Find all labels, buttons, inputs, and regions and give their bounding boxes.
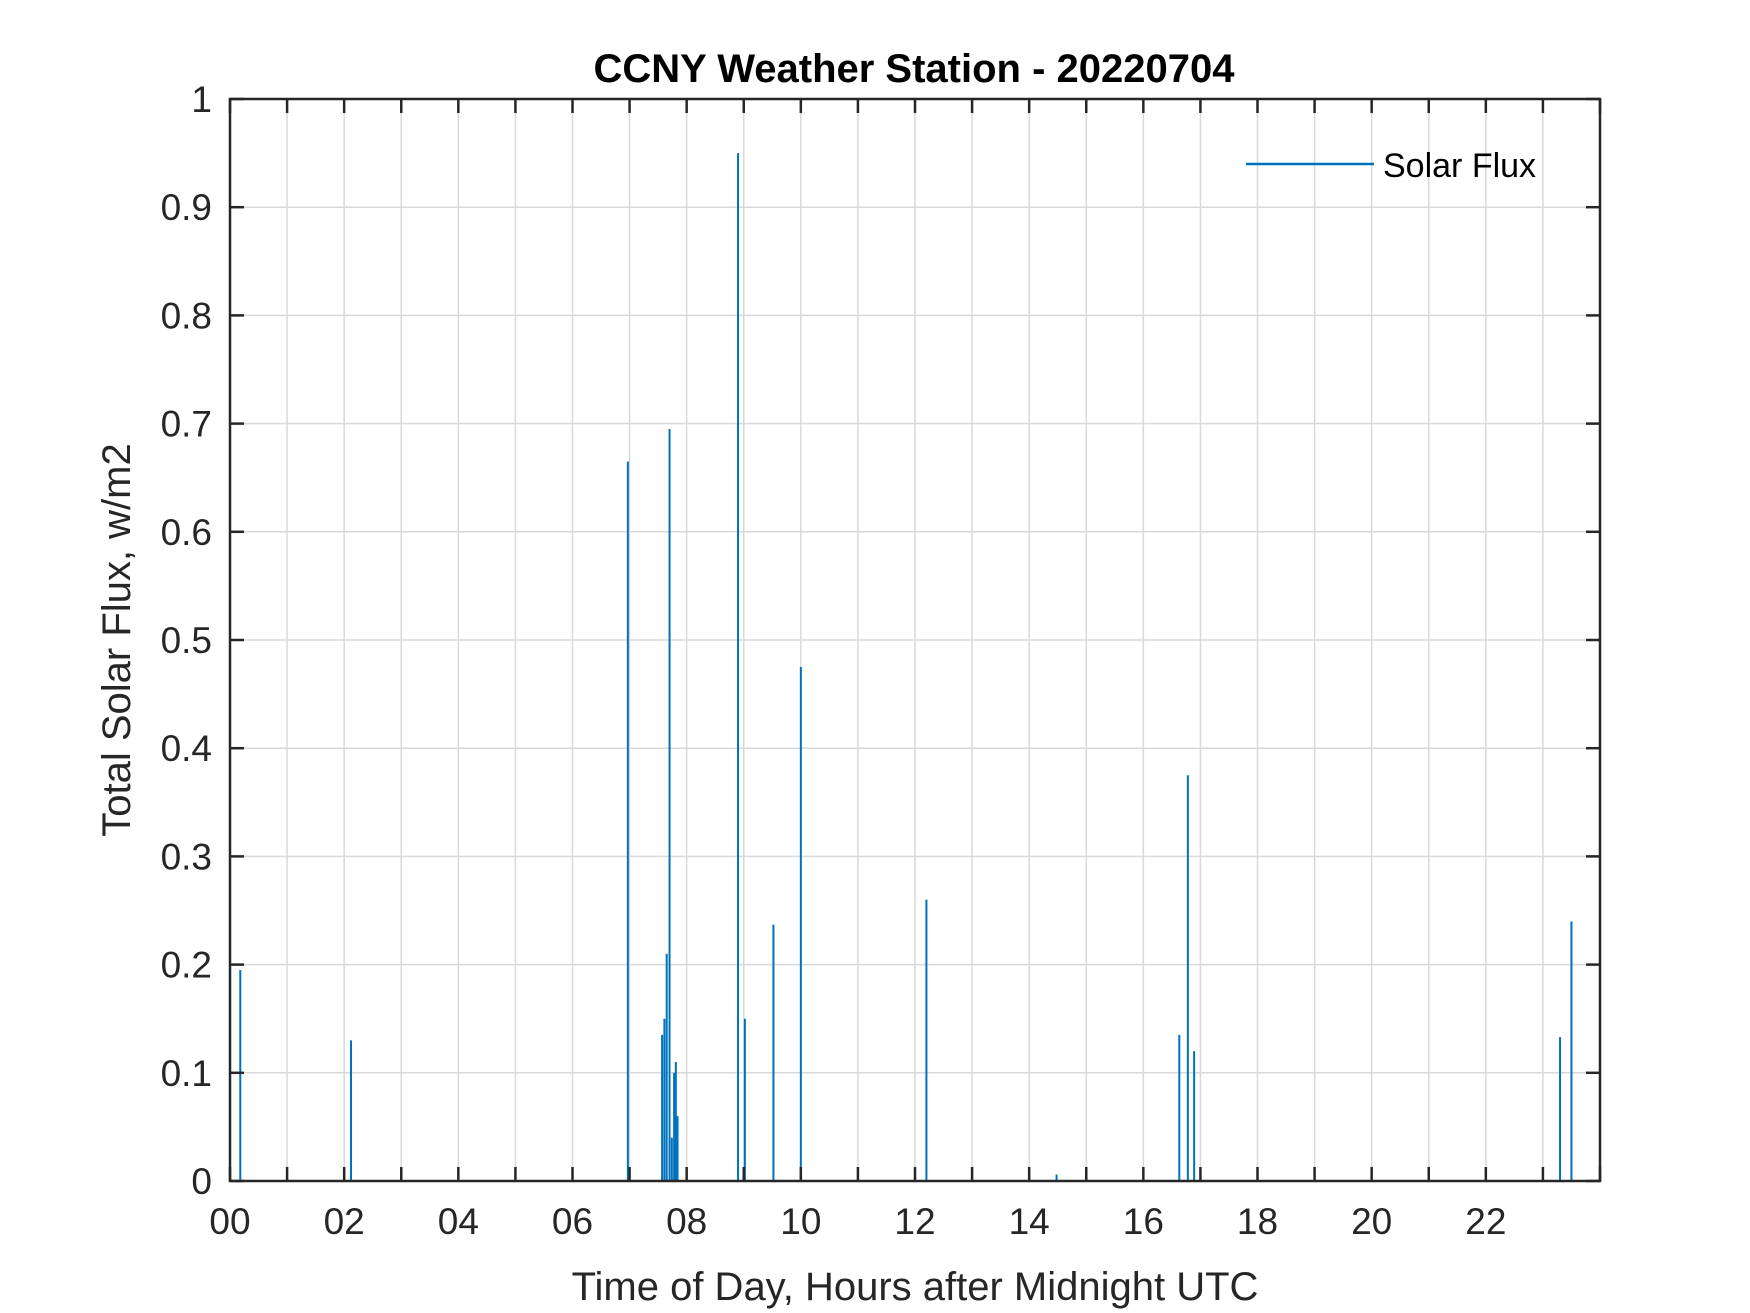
y-tick-label: 0 (191, 1161, 212, 1202)
x-tick-label: 16 (1123, 1201, 1164, 1242)
legend: Solar Flux (1246, 147, 1536, 185)
y-tick-label: 1 (191, 79, 212, 120)
y-tick-label: 0.3 (161, 836, 212, 877)
x-tick-label: 02 (324, 1201, 365, 1242)
x-tick-label: 18 (1237, 1201, 1278, 1242)
y-tick-label: 0.8 (161, 295, 212, 336)
x-axis-label: Time of Day, Hours after Midnight UTC (572, 1265, 1259, 1309)
chart-title: CCNY Weather Station - 20220704 (594, 47, 1236, 91)
y-tick-label: 0.1 (161, 1053, 212, 1094)
x-tick-label: 04 (438, 1201, 479, 1242)
y-tick-label: 0.6 (161, 512, 212, 553)
y-axis-label: Total Solar Flux, w/m2 (95, 443, 139, 836)
y-tick-label: 0.4 (161, 728, 212, 769)
x-tick-label: 00 (209, 1201, 250, 1242)
axis-ticks (228, 97, 1602, 1183)
y-tick-label: 0.7 (161, 404, 212, 445)
axes-box (228, 97, 1602, 1183)
x-tick-label: 20 (1351, 1201, 1392, 1242)
y-tick-label: 0.5 (161, 620, 212, 661)
x-tick-label: 14 (1009, 1201, 1050, 1242)
y-tick-label: 0.2 (161, 945, 212, 986)
tick-labels: 00 02 04 06 08 10 12 14 16 18 20 22 0 0.1 0.2 0.3 0.4 0.5… (161, 79, 1507, 1242)
y-tick-label: 0.9 (161, 187, 212, 228)
legend-label-solar-flux: Solar Flux (1383, 147, 1536, 185)
x-tick-label: 22 (1465, 1201, 1506, 1242)
x-tick-label: 10 (780, 1201, 821, 1242)
x-tick-label: 12 (894, 1201, 935, 1242)
x-tick-label: 06 (552, 1201, 593, 1242)
data-series (239, 153, 1573, 1181)
grid-lines (229, 98, 1601, 1182)
x-tick-label: 08 (666, 1201, 707, 1242)
